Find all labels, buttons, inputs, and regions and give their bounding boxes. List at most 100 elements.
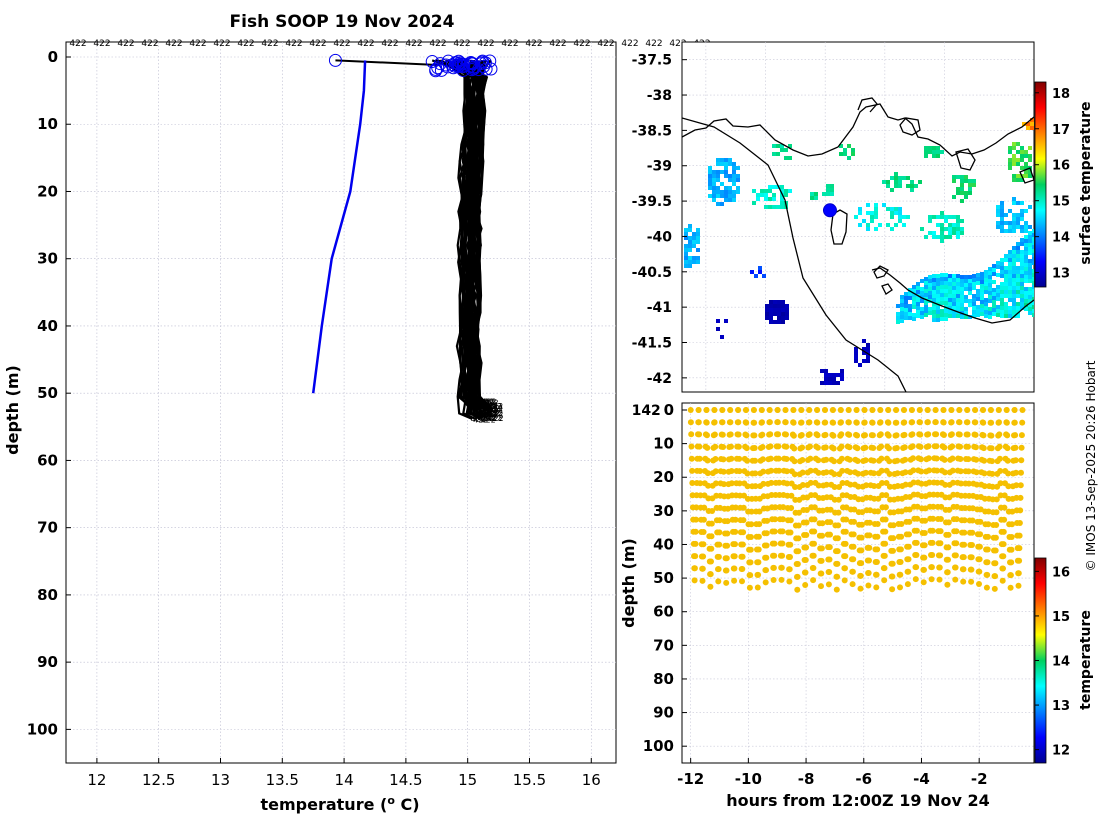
depth-time-point [925,431,932,438]
sst-pixel [952,223,956,227]
depth-time-y-tick-label: 10 [653,435,674,453]
sst-pixel [684,260,688,264]
depth-time-point [740,517,747,524]
depth-time-point [728,480,735,487]
depth-time-point [871,483,878,489]
sst-pixel [1000,258,1004,262]
profiles-y-tick-label: 50 [37,384,58,402]
sst-pixel [1016,174,1020,178]
depth-time-point [881,565,888,572]
depth-time-point [806,431,813,438]
depth-time-point [823,456,830,463]
sst-pixel [940,150,944,154]
sst-pixel [940,285,944,289]
depth-time-point [893,407,900,413]
sst-pixel [940,273,944,277]
sst-pixel [972,179,976,183]
depth-time-point [956,419,963,426]
depth-time-point [843,504,850,511]
sst-pixel [886,207,890,211]
sst-pixel [688,244,692,248]
sst-pixel [940,297,944,301]
depth-time-point [810,565,817,571]
sst-pixel [1004,274,1008,278]
sst-pixel [768,197,772,201]
sst-pixel [910,188,914,192]
profiles-x-tick-label: 15 [458,771,477,789]
depth-time-point [869,407,876,413]
sst-pixel [1000,229,1004,233]
depth-time-point [972,444,979,451]
sst-pixel [924,281,928,285]
sst-pixel [684,232,688,236]
sst-pixel [1028,311,1032,315]
sst-pixel [696,236,700,240]
temperature-colorbar-tick-label: 16 [1052,565,1070,580]
depth-time-point [902,456,909,463]
sst-pixel [708,170,712,174]
sst-pixel [940,211,944,215]
depth-time-point [929,539,936,546]
depth-time-point [752,457,758,464]
depth-time-point [984,546,991,553]
depth-time-point [715,566,722,573]
depth-time-point [827,519,834,526]
sst-pixel [1024,267,1028,271]
depth-time-point [910,479,917,486]
depth-time-point [882,504,889,511]
depth-time-point [922,517,929,524]
sst-pixel [839,144,843,148]
profile-start-circle [476,54,490,68]
depth-time-point [1016,520,1023,526]
sst-pixel [912,313,916,317]
sst-pixel [866,227,870,231]
depth-time-point [953,516,960,523]
sst-pixel [956,298,960,302]
depth-time-point [783,456,790,462]
sst-pixel [948,278,952,282]
depth-time-point [814,444,821,451]
sst-pixel [1020,146,1024,150]
depth-time-point [704,432,710,439]
profile-tag-label: 422 [501,39,518,49]
depth-time-point [991,585,998,592]
sst-pixel [1000,302,1004,306]
sst-pixel [976,281,980,285]
depth-time-point [790,407,797,413]
sst-pixel [1020,166,1024,170]
depth-time-point [961,541,968,548]
depth-time-point [874,533,881,540]
depth-time-point [925,455,932,462]
depth-time-point [842,540,849,547]
sst-colorbar-tick-label: 17 [1052,123,1070,138]
sst-pixel [692,260,696,264]
sst-pixel [886,180,890,184]
depth-time-point [760,468,767,475]
sst-pixel [944,297,948,301]
depth-time-point [1003,407,1010,413]
profile-tag-label: 422 [525,39,542,49]
depth-time-point [909,431,916,438]
sst-pixel [980,284,984,288]
depth-time-point [763,567,769,574]
sst-pixel [1012,201,1016,205]
depth-time-point [748,508,755,515]
sst-pixel [898,184,902,188]
sst-pixel [736,166,740,170]
sst-pixel [988,291,992,295]
depth-time-point [964,419,971,426]
sst-pixel [1016,258,1020,262]
sst-pixel [1024,235,1028,239]
sst-pixel [777,312,781,316]
tasmania-coastline [871,267,1034,324]
depth-time-point [941,469,948,476]
depth-time-point [798,407,805,413]
depth-time-point [928,576,935,583]
depth-time-point [782,419,789,426]
sst-pixel [936,294,940,298]
sst-pixel [932,306,936,310]
depth-time-y-tick-label: 30 [653,502,674,520]
sst-pixel [894,172,898,176]
sst-pixel [964,287,968,291]
depth-time-point [921,566,927,573]
